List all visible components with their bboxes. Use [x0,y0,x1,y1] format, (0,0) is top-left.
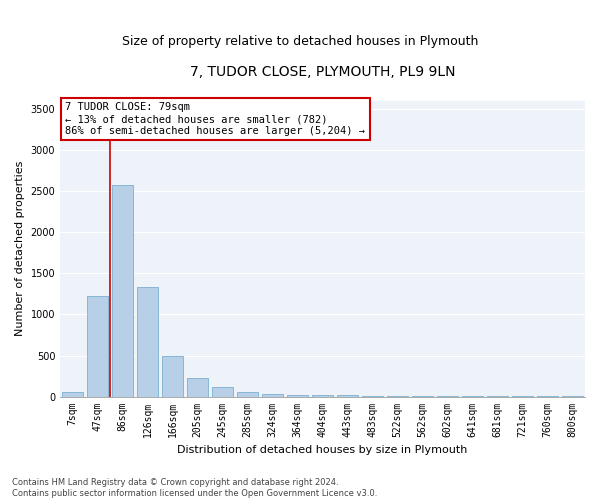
Title: 7, TUDOR CLOSE, PLYMOUTH, PL9 9LN: 7, TUDOR CLOSE, PLYMOUTH, PL9 9LN [190,65,455,79]
Text: 7 TUDOR CLOSE: 79sqm
← 13% of detached houses are smaller (782)
86% of semi-deta: 7 TUDOR CLOSE: 79sqm ← 13% of detached h… [65,102,365,136]
Bar [312,395,333,396]
Bar [187,378,208,396]
Bar [212,387,233,396]
X-axis label: Distribution of detached houses by size in Plymouth: Distribution of detached houses by size … [178,445,468,455]
Bar [337,395,358,396]
Text: Size of property relative to detached houses in Plymouth: Size of property relative to detached ho… [122,35,478,48]
Bar [87,296,108,396]
Bar [137,286,158,397]
Bar [162,356,183,397]
Y-axis label: Number of detached properties: Number of detached properties [15,161,25,336]
Bar [262,394,283,396]
Bar [237,392,258,396]
Bar [287,395,308,396]
Text: Contains HM Land Registry data © Crown copyright and database right 2024.
Contai: Contains HM Land Registry data © Crown c… [12,478,377,498]
Bar [112,184,133,396]
Bar [62,392,83,396]
